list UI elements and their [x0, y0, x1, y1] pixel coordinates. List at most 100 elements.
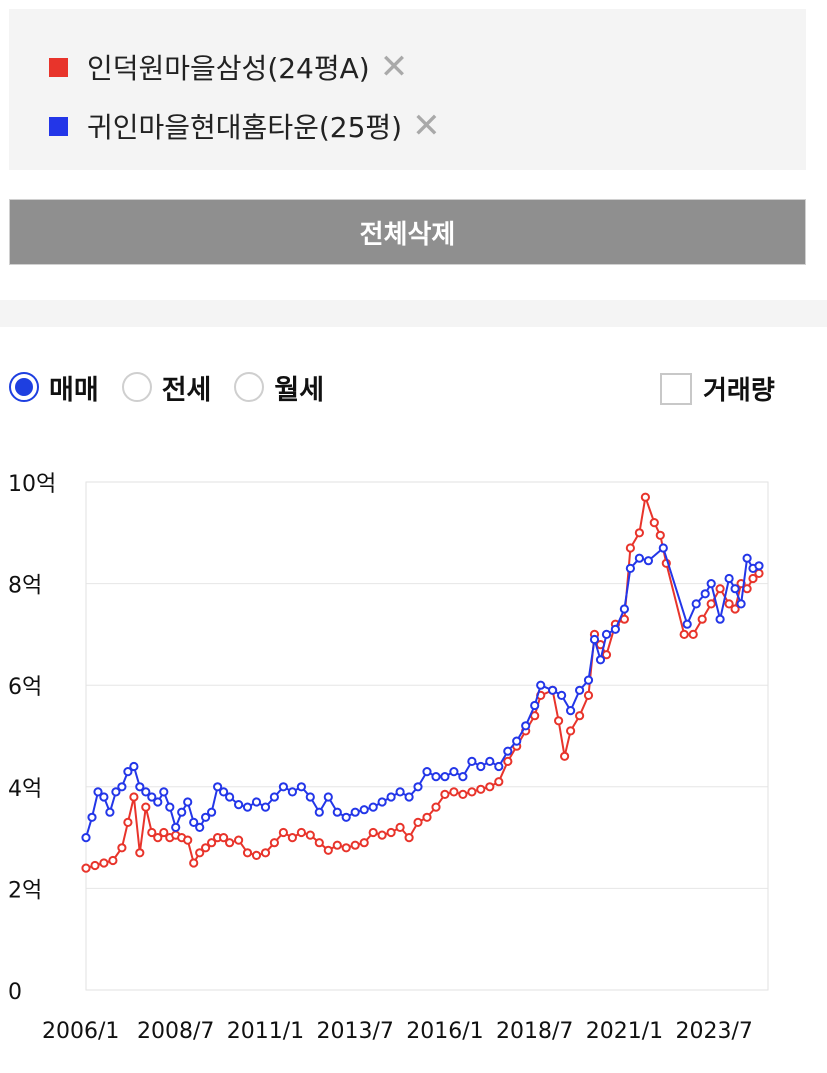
data-point[interactable] [323, 792, 333, 802]
data-point[interactable] [625, 563, 636, 574]
data-point[interactable] [742, 553, 752, 563]
data-point[interactable] [296, 782, 306, 792]
data-point[interactable] [242, 848, 253, 858]
data-point[interactable] [287, 833, 297, 843]
data-point[interactable] [90, 860, 100, 871]
data-point[interactable] [165, 802, 175, 812]
data-point[interactable] [557, 690, 567, 700]
data-point[interactable] [359, 805, 369, 815]
data-point[interactable] [679, 629, 689, 639]
data-point[interactable] [99, 792, 109, 802]
data-point[interactable] [413, 782, 423, 792]
data-point[interactable] [81, 833, 91, 843]
data-point[interactable] [649, 518, 659, 528]
data-point[interactable] [219, 787, 229, 797]
data-point[interactable] [503, 756, 513, 766]
data-point[interactable] [643, 556, 654, 566]
data-point[interactable] [323, 845, 333, 855]
data-point[interactable] [135, 848, 145, 858]
data-point[interactable] [368, 827, 378, 838]
data-point[interactable] [153, 833, 163, 843]
data-point[interactable] [123, 817, 133, 827]
data-point[interactable] [350, 840, 360, 850]
data-point[interactable] [706, 579, 716, 589]
data-point[interactable] [560, 751, 570, 761]
data-point[interactable] [583, 675, 594, 685]
data-point[interactable] [715, 584, 725, 594]
data-point[interactable] [242, 802, 253, 812]
delete-all-button[interactable]: 전체삭제 [9, 199, 806, 265]
close-icon[interactable]: ✕ [379, 47, 409, 87]
data-point[interactable] [111, 787, 121, 797]
data-point[interactable] [201, 843, 211, 853]
data-point[interactable] [422, 812, 432, 822]
data-point[interactable] [476, 784, 486, 794]
data-point[interactable] [404, 833, 414, 843]
data-point[interactable] [610, 624, 621, 634]
data-point[interactable] [117, 843, 127, 853]
data-point[interactable] [431, 802, 441, 812]
data-point[interactable] [724, 599, 734, 609]
data-point[interactable] [634, 553, 645, 563]
data-point[interactable] [512, 736, 522, 746]
data-point[interactable] [195, 822, 205, 832]
data-point[interactable] [595, 655, 606, 665]
data-point[interactable] [583, 690, 594, 700]
data-point[interactable] [530, 700, 540, 711]
data-point[interactable] [458, 772, 468, 782]
data-point[interactable] [377, 797, 387, 807]
data-point[interactable] [108, 855, 118, 866]
data-point[interactable] [449, 767, 459, 777]
data-point[interactable] [147, 827, 157, 838]
data-point[interactable] [440, 772, 450, 782]
close-icon[interactable]: ✕ [412, 106, 441, 146]
data-point[interactable] [554, 716, 564, 726]
data-point[interactable] [754, 561, 764, 571]
data-point[interactable] [171, 822, 181, 832]
data-point[interactable] [177, 807, 187, 817]
data-point[interactable] [147, 792, 157, 802]
radio-selected-icon[interactable] [9, 372, 39, 402]
data-point[interactable] [269, 792, 279, 802]
data-point[interactable] [269, 838, 279, 848]
data-point[interactable] [141, 787, 151, 797]
data-point[interactable] [189, 858, 199, 868]
data-point[interactable] [589, 634, 600, 645]
data-point[interactable] [601, 629, 612, 639]
data-point[interactable] [640, 492, 651, 502]
data-point[interactable] [260, 848, 271, 858]
data-point[interactable] [81, 863, 91, 873]
data-point[interactable] [566, 726, 576, 736]
radio-sale[interactable]: 매매 [9, 368, 99, 407]
data-point[interactable] [431, 772, 441, 782]
data-point[interactable] [494, 761, 504, 772]
data-point[interactable] [251, 797, 262, 807]
data-point[interactable] [422, 767, 432, 777]
data-point[interactable] [159, 787, 169, 797]
data-point[interactable] [225, 792, 235, 802]
data-point[interactable] [135, 782, 145, 792]
data-point[interactable] [350, 807, 360, 817]
data-point[interactable] [219, 833, 229, 843]
data-point[interactable] [183, 835, 193, 845]
data-point[interactable] [730, 604, 740, 614]
data-point[interactable] [377, 830, 387, 840]
data-point[interactable] [601, 650, 612, 660]
data-point[interactable] [305, 792, 315, 802]
data-point[interactable] [207, 838, 217, 848]
data-point[interactable] [476, 761, 486, 772]
data-point[interactable] [207, 807, 217, 817]
data-point[interactable] [287, 787, 297, 797]
data-point[interactable] [314, 807, 324, 817]
data-point[interactable] [332, 807, 342, 817]
data-point[interactable] [742, 584, 752, 594]
data-point[interactable] [655, 530, 665, 540]
data-point[interactable] [748, 573, 758, 584]
data-point[interactable] [494, 777, 504, 787]
data-point[interactable] [201, 812, 211, 822]
data-point[interactable] [395, 787, 405, 797]
data-point[interactable] [658, 543, 668, 553]
data-point[interactable] [278, 827, 288, 838]
data-point[interactable] [730, 584, 740, 594]
data-point[interactable] [736, 599, 746, 609]
